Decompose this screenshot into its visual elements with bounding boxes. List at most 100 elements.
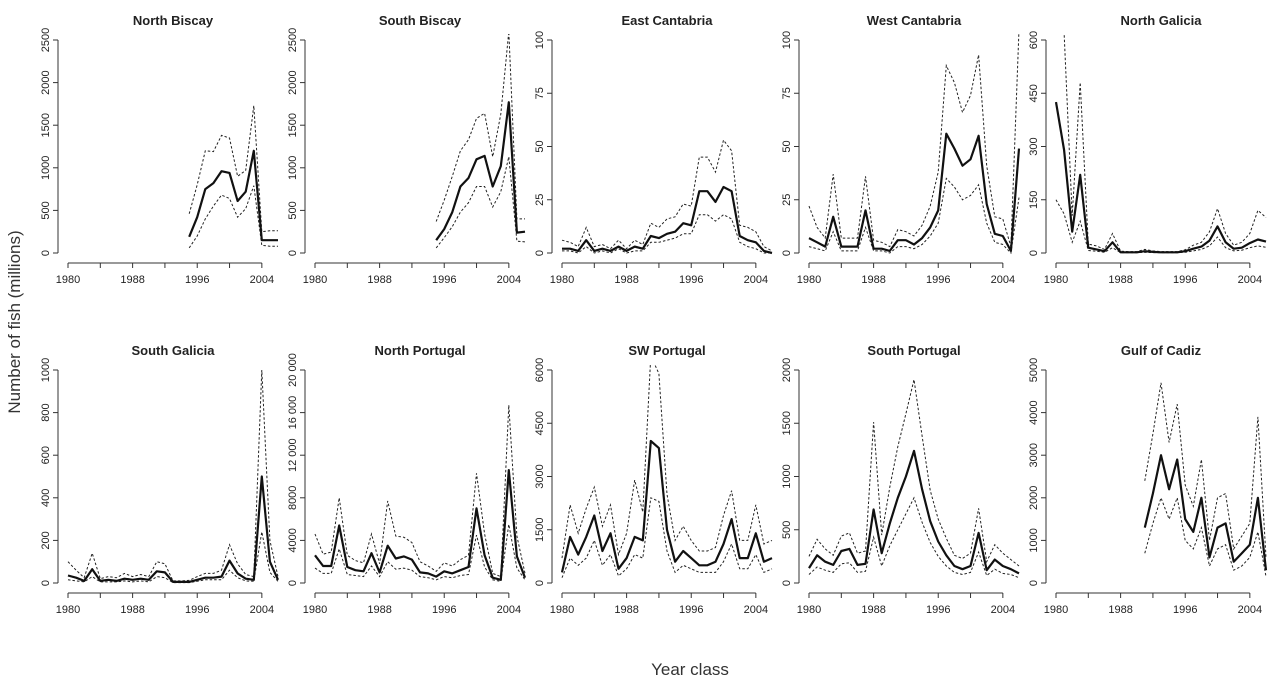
x-tick-label: 2004 <box>250 604 274 616</box>
x-tick-label: 2004 <box>1238 604 1262 616</box>
y-tick-label: 4500 <box>534 411 546 435</box>
x-tick-label: 1980 <box>56 274 80 286</box>
x-tick-label: 1996 <box>185 604 209 616</box>
y-tick-label: 0 <box>287 580 299 586</box>
lower-ci-line <box>314 524 526 582</box>
y-axis-title: Number of fish (millions) <box>5 230 24 413</box>
y-tick-label: 1500 <box>781 411 793 435</box>
x-tick-label: 2004 <box>1238 274 1262 286</box>
x-tick-label: 1980 <box>550 604 574 616</box>
panel: SW Portugal 0 1500 3000 4500 6000 1980 1988 1996… <box>534 343 773 616</box>
upper-ci-line <box>435 34 525 222</box>
upper-ci-line <box>188 105 278 233</box>
x-tick-label: 2004 <box>250 274 274 286</box>
y-tick-label: 5000 <box>1028 358 1040 382</box>
panel: West Cantabria 0 25 50 75 100 1980 1988 1996 2004 <box>781 13 1021 286</box>
estimate-line <box>562 185 773 255</box>
y-tick-label: 2000 <box>781 358 793 382</box>
estimate-line <box>314 469 527 581</box>
y-tick-label: 2000 <box>287 70 299 94</box>
y-tick-label: 2000 <box>1028 486 1040 510</box>
estimate-line <box>1143 454 1268 571</box>
estimate-line <box>808 449 1020 575</box>
lower-ci-line <box>562 214 772 254</box>
lower-ci-line <box>435 156 526 249</box>
panel-title: SW Portugal <box>628 343 705 358</box>
estimate-line <box>808 132 1021 252</box>
estimate-line <box>188 149 278 242</box>
y-tick-label: 100 <box>534 31 546 49</box>
x-tick-label: 1980 <box>1044 604 1068 616</box>
estimate-line <box>1054 101 1267 254</box>
y-tick-label: 16 000 <box>287 396 299 430</box>
y-tick-label: 500 <box>287 201 299 219</box>
panel: Gulf of Cadiz 0 1000 2000 3000 4000 5000 1980 19… <box>1028 343 1268 616</box>
x-axis-title: Year class <box>651 660 729 679</box>
x-tick-label: 1988 <box>120 604 144 616</box>
upper-ci-line <box>314 405 526 578</box>
y-tick-label: 4000 <box>1028 400 1040 424</box>
y-tick-label: 150 <box>1028 191 1040 209</box>
upper-ci-line <box>1063 34 1267 253</box>
upper-ci-line <box>808 379 1020 567</box>
y-tick-label: 50 <box>781 140 793 152</box>
x-tick-label: 2004 <box>744 604 768 616</box>
x-tick-label: 2004 <box>497 604 521 616</box>
x-tick-label: 1996 <box>926 274 950 286</box>
estimate-line <box>67 475 280 584</box>
x-tick-label: 2004 <box>744 274 768 286</box>
y-tick-label: 3000 <box>534 464 546 488</box>
y-tick-label: 400 <box>40 489 52 507</box>
y-tick-label: 200 <box>40 531 52 549</box>
x-tick-label: 1988 <box>1108 604 1132 616</box>
y-tick-label: 100 <box>781 31 793 49</box>
y-tick-label: 2000 <box>40 70 52 94</box>
y-tick-label: 0 <box>1028 250 1040 256</box>
y-tick-label: 500 <box>40 201 52 219</box>
y-tick-label: 1500 <box>287 113 299 137</box>
panel-title: North Portugal <box>375 343 466 358</box>
panel: North Portugal 0 4000 8000 12 000 16 000 20 00… <box>287 343 527 616</box>
y-tick-label: 0 <box>1028 580 1040 586</box>
x-tick-label: 1996 <box>926 604 950 616</box>
lower-ci-line <box>67 531 279 584</box>
x-tick-label: 1980 <box>303 604 327 616</box>
panel: North Galicia 0 150 300 450 600 1980 1988 1996 20… <box>1028 13 1267 286</box>
y-tick-label: 1000 <box>40 358 52 382</box>
x-tick-label: 1988 <box>861 274 885 286</box>
upper-ci-line <box>1144 382 1267 558</box>
y-tick-label: 1500 <box>534 518 546 542</box>
x-tick-label: 1988 <box>861 604 885 616</box>
y-tick-label: 0 <box>534 250 546 256</box>
y-tick-label: 8000 <box>287 486 299 510</box>
x-tick-label: 1980 <box>550 274 574 286</box>
lower-ci-line <box>808 177 1020 255</box>
x-tick-label: 1996 <box>432 604 456 616</box>
y-tick-label: 0 <box>40 250 52 256</box>
y-tick-label: 1000 <box>1028 528 1040 552</box>
panel: North Biscay 0 500 1000 1500 2000 2500 1980 1988… <box>40 13 278 286</box>
y-tick-label: 50 <box>534 140 546 152</box>
y-tick-label: 20 000 <box>287 353 299 387</box>
y-tick-label: 25 <box>534 194 546 206</box>
panel-title: North Biscay <box>133 13 214 28</box>
y-tick-label: 1000 <box>40 156 52 180</box>
panel-title: North Galicia <box>1121 13 1203 28</box>
y-tick-label: 300 <box>1028 137 1040 155</box>
y-tick-label: 0 <box>40 580 52 586</box>
y-tick-label: 0 <box>534 580 546 586</box>
x-tick-label: 1996 <box>432 274 456 286</box>
y-tick-label: 0 <box>781 250 793 256</box>
y-tick-label: 4000 <box>287 528 299 552</box>
y-tick-label: 75 <box>534 87 546 99</box>
y-tick-label: 12 000 <box>287 438 299 472</box>
x-tick-label: 2004 <box>991 274 1015 286</box>
y-tick-label: 6000 <box>534 358 546 382</box>
panel: East Cantabria 0 25 50 75 100 1980 1988 1996 2004 <box>534 13 773 286</box>
x-tick-label: 1980 <box>56 604 80 616</box>
estimate-line <box>435 101 526 241</box>
lower-ci-line <box>1144 495 1267 577</box>
x-tick-label: 1980 <box>797 274 821 286</box>
